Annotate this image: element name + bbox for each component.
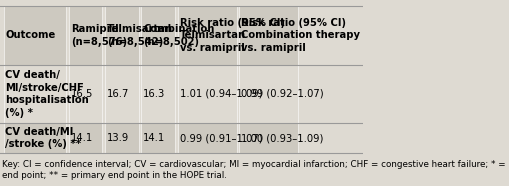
Bar [105,123,138,153]
Text: 1.00 (0.93–1.09): 1.00 (0.93–1.09) [241,133,323,143]
Bar [4,65,66,123]
Bar [4,6,66,65]
Text: Ramipril
(n=8,576): Ramipril (n=8,576) [71,24,127,46]
Bar [105,6,138,65]
Text: Outcome: Outcome [6,30,55,40]
Bar [69,6,102,65]
Text: 13.9: 13.9 [107,133,129,143]
Bar [178,123,236,153]
Text: 0.99 (0.92–1.07): 0.99 (0.92–1.07) [241,89,323,99]
Text: 16.5: 16.5 [71,89,93,99]
Bar [178,65,236,123]
Text: 14.1: 14.1 [71,133,93,143]
Text: Telmisartan
(n=8,542): Telmisartan (n=8,542) [107,24,173,46]
Text: Combination
(n=8,502): Combination (n=8,502) [143,24,214,46]
Text: Risk ratio (95% CI)
Combination therapy
vs. ramipril: Risk ratio (95% CI) Combination therapy … [241,18,359,53]
Bar [4,123,66,153]
Text: 14.1: 14.1 [143,133,165,143]
Text: 0.99 (0.91–1.07): 0.99 (0.91–1.07) [179,133,262,143]
Text: 16.3: 16.3 [143,89,165,99]
Text: Risk ratio (95% CI)
Telmisartan
vs. ramipril: Risk ratio (95% CI) Telmisartan vs. rami… [179,18,284,53]
Text: 1.01 (0.94–1.09): 1.01 (0.94–1.09) [179,89,262,99]
Bar [69,65,102,123]
Bar [0,153,362,186]
Text: CV death/MI
/stroke (%) **: CV death/MI /stroke (%) ** [6,127,81,149]
Bar [141,65,175,123]
Bar [141,6,175,65]
Bar [239,6,298,65]
Bar [141,123,175,153]
Bar [178,6,236,65]
Text: 16.7: 16.7 [107,89,129,99]
Text: CV death/
MI/stroke/CHF
hospitalisation
(%) *: CV death/ MI/stroke/CHF hospitalisation … [6,70,89,118]
Text: Key: CI = confidence interval; CV = cardiovascular; MI = myocardial infarction; : Key: CI = confidence interval; CV = card… [2,160,509,180]
Bar [239,123,298,153]
Bar [69,123,102,153]
Bar [105,65,138,123]
Bar [239,65,298,123]
